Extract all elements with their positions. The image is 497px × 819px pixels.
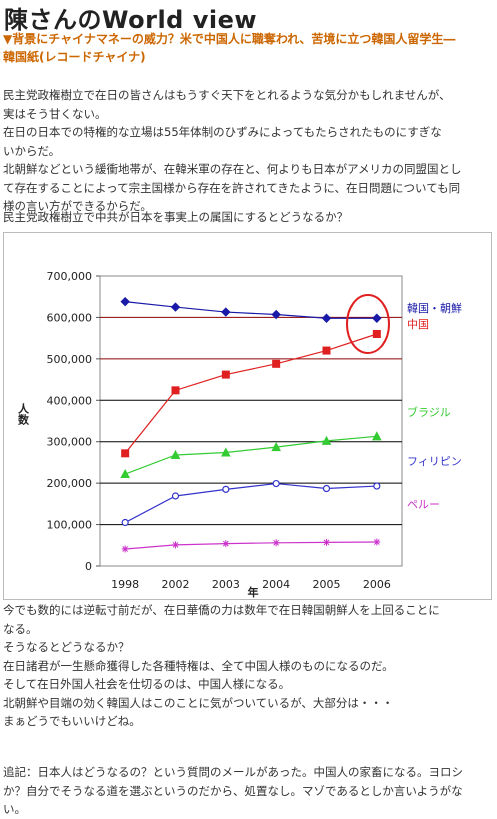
series-layer xyxy=(120,296,382,553)
data-point xyxy=(322,484,331,493)
population-chart: 0 100,000 200,000 300,000 400,000 500,000 600,… xyxy=(3,232,492,600)
intro-line: 実はそう甘くない。 xyxy=(3,106,107,121)
y-tick-label: 100,000 xyxy=(47,519,93,532)
series-line xyxy=(125,301,377,319)
data-point xyxy=(321,313,332,323)
post-headline[interactable]: ▼背景にチャイナマネーの威力？米で中国人に職奪われ、苦境に立つ韓国人留学生― 韓… xyxy=(3,30,493,66)
data-point xyxy=(120,296,130,307)
data-point xyxy=(121,518,129,527)
y-axis-title: 人数 xyxy=(17,402,30,426)
series-line xyxy=(125,541,377,550)
intro-line: 北朝鮮などという緩衝地帯が、在韓米軍の存在と、何よりも日本がアメリカの同盟国とし xyxy=(3,162,462,176)
series-square xyxy=(121,330,381,458)
series-star xyxy=(121,538,381,553)
y-tick-label: 600,000 xyxy=(47,311,93,324)
data-point xyxy=(372,313,382,323)
postscript-paragraph: 追記：日本人はどうなるの？という質問のメールがあった。中国人の家畜になる。ヨロシ… xyxy=(3,763,493,819)
x-axis-title: 年 xyxy=(248,585,259,599)
data-point xyxy=(271,442,281,452)
chart-svg: 0 100,000 200,000 300,000 400,000 500,000 600,… xyxy=(3,232,492,600)
intro-line: 在日の日本での特権的な立場は55年体制のひずみによってもたらされたものにすぎな xyxy=(3,125,442,139)
question-line: 民主党政権樹立で中共が日本を事実上の属国にするとどうなるか？ xyxy=(3,210,349,224)
intro-paragraph: 民主党政権樹立で在日の皆さんはもうすぐ天下をとれるような気分かもしれませんが、 … xyxy=(3,86,493,216)
headline-line: ▼背景にチャイナマネーの威力？米で中国人に職奪われ、苦境に立つ韓国人留学生― xyxy=(3,32,456,46)
highlight-circle xyxy=(346,294,390,354)
y-tick-label: 700,000 xyxy=(47,270,93,283)
data-point xyxy=(221,307,231,317)
x-tick-label: 2004 xyxy=(262,578,290,591)
data-point xyxy=(172,541,179,549)
grid-lines xyxy=(100,316,402,526)
question-paragraph: 民主党政権樹立で中共が日本を事実上の属国にするとどうなるか？ xyxy=(3,208,493,227)
data-point xyxy=(171,386,180,395)
legend-label: フィリピン xyxy=(407,455,462,468)
data-point xyxy=(373,538,381,546)
after-line: まぁどうでもいいけどね。 xyxy=(3,714,141,728)
legend-label: ペルー xyxy=(407,498,440,511)
data-point xyxy=(220,447,231,457)
blog-title[interactable]: 陳さんのWorld view xyxy=(4,6,258,34)
intro-line: 様の言い方ができるからだ。 xyxy=(3,199,152,213)
series-triangle xyxy=(120,431,382,479)
legend-label: 韓国・朝鮮 xyxy=(407,301,462,315)
after-line: 在日諸君が一生懸命獲得した各種特権は、全て中国人様のものになるのだ。 xyxy=(3,658,394,673)
data-point xyxy=(170,302,181,312)
data-point xyxy=(271,309,281,320)
data-point xyxy=(120,468,130,479)
after-line: そして在日外国人社会を仕切るのは、中国人様になる。 xyxy=(3,677,291,691)
series-line xyxy=(124,435,377,475)
after-line: なる。 xyxy=(3,621,38,636)
series-line xyxy=(124,482,377,524)
after-line: 今でも数的には逆転寸前だが、在日華僑の力は数年で在日韓国朝鮮人を上回ることに xyxy=(3,603,440,617)
data-point xyxy=(121,545,129,553)
data-point xyxy=(272,359,281,368)
y-tick-label: 0 xyxy=(85,560,92,573)
y-tick-label: 500,000 xyxy=(47,353,93,366)
y-tick-label: 400,000 xyxy=(47,394,93,407)
data-point xyxy=(272,479,280,488)
data-point xyxy=(323,538,330,546)
data-point xyxy=(171,492,180,500)
series-line xyxy=(124,333,378,454)
postscript-line: い。 xyxy=(3,802,26,816)
data-point xyxy=(372,330,381,338)
headline-line: 韓国紙(レコードチャイナ) xyxy=(3,50,146,64)
plot-area xyxy=(99,275,403,567)
data-point xyxy=(121,449,130,458)
data-point xyxy=(322,346,331,355)
y-axis-ticks: 0 100,000 200,000 300,000 400,000 500,000 600,… xyxy=(47,270,100,573)
x-axis-ticks: 1998 2002 2003 2004 2005 2006 xyxy=(111,578,391,591)
after-paragraph: 今でも数的には逆転寸前だが、在日華僑の力は数年で在日韓国朝鮮人を上回ることに な… xyxy=(3,601,493,731)
data-point xyxy=(272,539,280,547)
intro-line: て存在することによって宗主国様から存在を許されてきたように、在日問題についても同 xyxy=(3,180,461,195)
x-tick-label: 2003 xyxy=(212,578,240,591)
after-line: そうなるとどうなるか？ xyxy=(3,640,130,654)
postscript-line: か？自分でそうなる道を選ぶというのだから、処置なし。マゾであるとしか言いようがな xyxy=(3,783,463,798)
x-tick-label: 1998 xyxy=(111,578,139,591)
postscript-line: 追記：日本人はどうなるの？という質問のメールがあった。中国人の家畜になる。ヨロシ xyxy=(3,765,463,779)
data-point xyxy=(222,540,230,548)
legend-label: ブラジル xyxy=(407,405,451,419)
data-point xyxy=(170,449,181,459)
data-point xyxy=(373,482,381,490)
data-point xyxy=(372,431,382,441)
x-tick-label: 2006 xyxy=(363,578,391,591)
y-tick-label: 200,000 xyxy=(47,477,93,490)
data-point xyxy=(221,370,230,379)
series-circle xyxy=(121,479,381,527)
intro-line: 民主党政権樹立で在日の皆さんはもうすぐ天下をとれるような気分かもしれませんが、 xyxy=(3,88,451,102)
y-tick-label: 300,000 xyxy=(47,436,93,449)
data-point xyxy=(222,485,230,493)
series-diamond xyxy=(120,296,382,323)
legend-label: 中国 xyxy=(407,318,429,331)
data-point xyxy=(321,435,332,445)
x-tick-label: 2002 xyxy=(162,578,190,591)
intro-line: いからだ。 xyxy=(3,143,61,158)
after-line: 北朝鮮や目端の効く韓国人はこのことに気がついているが、大部分は・・・ xyxy=(3,695,394,710)
x-tick-label: 2005 xyxy=(313,578,341,591)
